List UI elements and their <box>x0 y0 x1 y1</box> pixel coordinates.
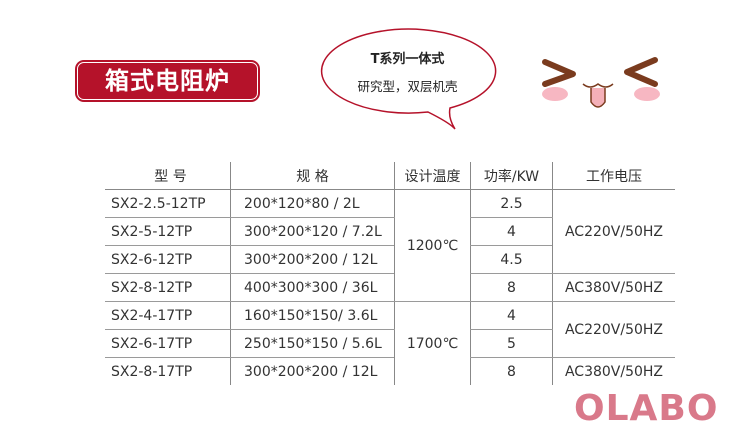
model-cell: SX2-8-12TP <box>105 273 231 302</box>
voltage-cell: AC380V/50HZ <box>552 273 675 302</box>
model-cell: SX2-4-17TP <box>105 301 231 330</box>
title-badge: 箱式电阻炉 <box>77 62 258 100</box>
header-power: 功率/KW <box>470 162 553 190</box>
power-cell: 4.5 <box>470 245 553 274</box>
table-row: SX2-4-17TP 160*150*150/ 3.6L 1700℃ 4 AC2… <box>105 301 675 385</box>
header-model: 型 号 <box>105 162 231 190</box>
model-cell: SX2-6-12TP <box>105 245 231 274</box>
header-temp: 设计温度 <box>394 162 471 190</box>
temp-cell: 1700℃ <box>394 301 471 385</box>
spec-cell: 300*200*120 / 7.2L <box>230 217 395 246</box>
model-cell: SX2-2.5-12TP <box>105 189 231 218</box>
olabo-logo: OLABO <box>574 388 719 429</box>
spec-cell: 160*150*150/ 3.6L <box>230 301 395 330</box>
spec-cell: 300*200*200 / 12L <box>230 357 395 385</box>
temp-cell: 1200℃ <box>394 189 471 302</box>
table-row: SX2-5-12TP 300*200*120 / 7.2L 4 <box>105 217 675 246</box>
power-cell: 4 <box>470 217 553 246</box>
voltage-cell: AC220V/50HZ <box>552 301 675 358</box>
spec-cell: 200*120*80 / 2L <box>230 189 395 218</box>
spec-cell: 400*300*300 / 36L <box>230 273 395 302</box>
emoticon-face-icon <box>542 57 660 108</box>
power-cell: 4 <box>470 301 553 330</box>
bubble-line-1: T系列一体式 <box>370 52 445 67</box>
model-cell: SX2-8-17TP <box>111 363 193 380</box>
table-row: SX2-6-17TP 250*150*150 / 5.6L 5 <box>105 329 675 358</box>
spec-cell: 250*150*150 / 5.6L <box>230 329 395 358</box>
voltage-cell: AC220V/50HZ <box>552 189 675 274</box>
header-spec: 规 格 <box>230 162 395 190</box>
spec-table: 型 号 规 格 设计温度 功率/KW 工作电压 SX2-2.5-12TP 200… <box>105 162 675 385</box>
header-voltage: 工作电压 <box>552 162 675 190</box>
table-row: SX2-8-12TP 400*300*300 / 36L 8 AC380V/50… <box>105 273 675 302</box>
speech-bubble <box>320 28 497 130</box>
bubble-line-2: 研究型，双层机壳 <box>357 79 458 94</box>
table-row: SX2-2.5-12TP 200*120*80 / 2L 1200℃ 2.5 A… <box>105 189 675 302</box>
power-cell: 8 <box>470 273 553 302</box>
power-cell: 5 <box>470 329 553 358</box>
power-cell: 2.5 <box>470 189 553 218</box>
voltage-cell: AC380V/50HZ <box>552 357 675 385</box>
table-header-row: 型 号 规 格 设计温度 功率/KW 工作电压 <box>105 162 675 190</box>
power-cell: 8 <box>470 357 553 385</box>
table-row: SX2-8-17TP 300*200*200 / 12L 8 AC380V/50… <box>105 357 675 385</box>
spec-cell: 300*200*200 / 12L <box>230 245 395 274</box>
table-row: SX2-6-12TP 300*200*200 / 12L 4.5 <box>105 245 675 274</box>
model-cell: SX2-5-12TP <box>105 217 231 246</box>
model-cell: SX2-6-17TP <box>105 329 231 358</box>
